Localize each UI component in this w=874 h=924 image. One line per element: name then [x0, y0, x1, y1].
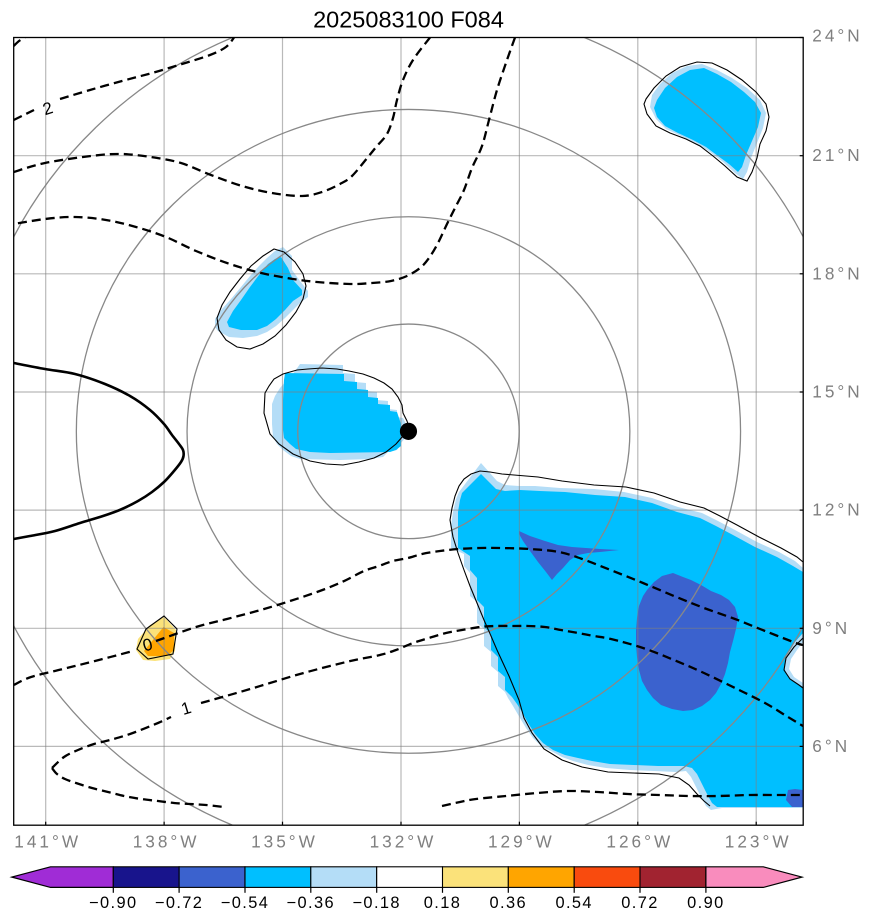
svg-text:2025083100 F084: 2025083100 F084	[313, 7, 504, 33]
svg-text:−0.54: −0.54	[221, 894, 269, 912]
svg-text:135°W: 135°W	[251, 832, 318, 852]
svg-text:15°N: 15°N	[812, 382, 862, 402]
svg-text:6°N: 6°N	[812, 736, 850, 756]
svg-text:−0.90: −0.90	[89, 894, 137, 912]
svg-text:−0.18: −0.18	[352, 894, 400, 912]
svg-text:0.54: 0.54	[555, 894, 593, 912]
svg-text:−0.36: −0.36	[287, 894, 335, 912]
svg-text:0.18: 0.18	[424, 894, 462, 912]
svg-text:132°W: 132°W	[370, 832, 437, 852]
svg-text:138°W: 138°W	[133, 832, 200, 852]
svg-text:24°N: 24°N	[812, 26, 862, 46]
svg-text:9°N: 9°N	[812, 618, 850, 638]
svg-text:123°W: 123°W	[725, 832, 792, 852]
svg-text:126°W: 126°W	[606, 832, 673, 852]
svg-text:141°W: 141°W	[14, 832, 81, 852]
svg-text:21°N: 21°N	[812, 145, 862, 165]
svg-text:−0.72: −0.72	[155, 894, 203, 912]
svg-text:18°N: 18°N	[812, 263, 862, 283]
svg-text:0.90: 0.90	[687, 894, 725, 912]
svg-text:12°N: 12°N	[812, 500, 862, 520]
svg-text:0.36: 0.36	[490, 894, 528, 912]
svg-text:0.72: 0.72	[621, 894, 659, 912]
svg-text:129°W: 129°W	[488, 832, 555, 852]
